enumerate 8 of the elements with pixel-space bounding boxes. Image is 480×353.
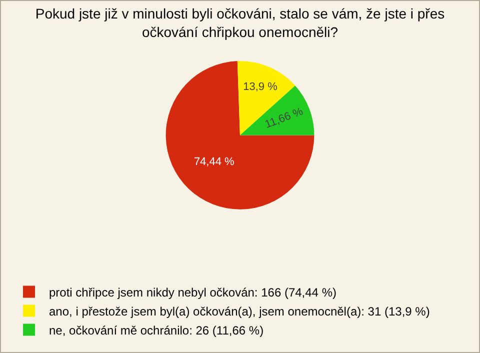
legend-label: ano, i přestože jsem byl(a) očkován(a), jsem onemocněl(a): 31 (13,9 %) bbox=[49, 304, 430, 318]
legend-label: proti chřipce jsem nikdy nebyl očkován: 166 (74,44 %) bbox=[49, 285, 336, 300]
data-label: 13,9 % bbox=[243, 81, 278, 94]
data-label: 74,44 % bbox=[194, 156, 235, 168]
pie-slice bbox=[166, 61, 314, 210]
legend-label: ne, očkování mě ochránilo: 26 (11,66 %) bbox=[49, 323, 264, 338]
data-label: 11,66 % bbox=[263, 106, 305, 131]
chart-title: Pokud jste již v minulosti byli očkováni, stalo se vám, že jste i přes očkování chřipkou onemocněli? bbox=[35, 6, 445, 40]
